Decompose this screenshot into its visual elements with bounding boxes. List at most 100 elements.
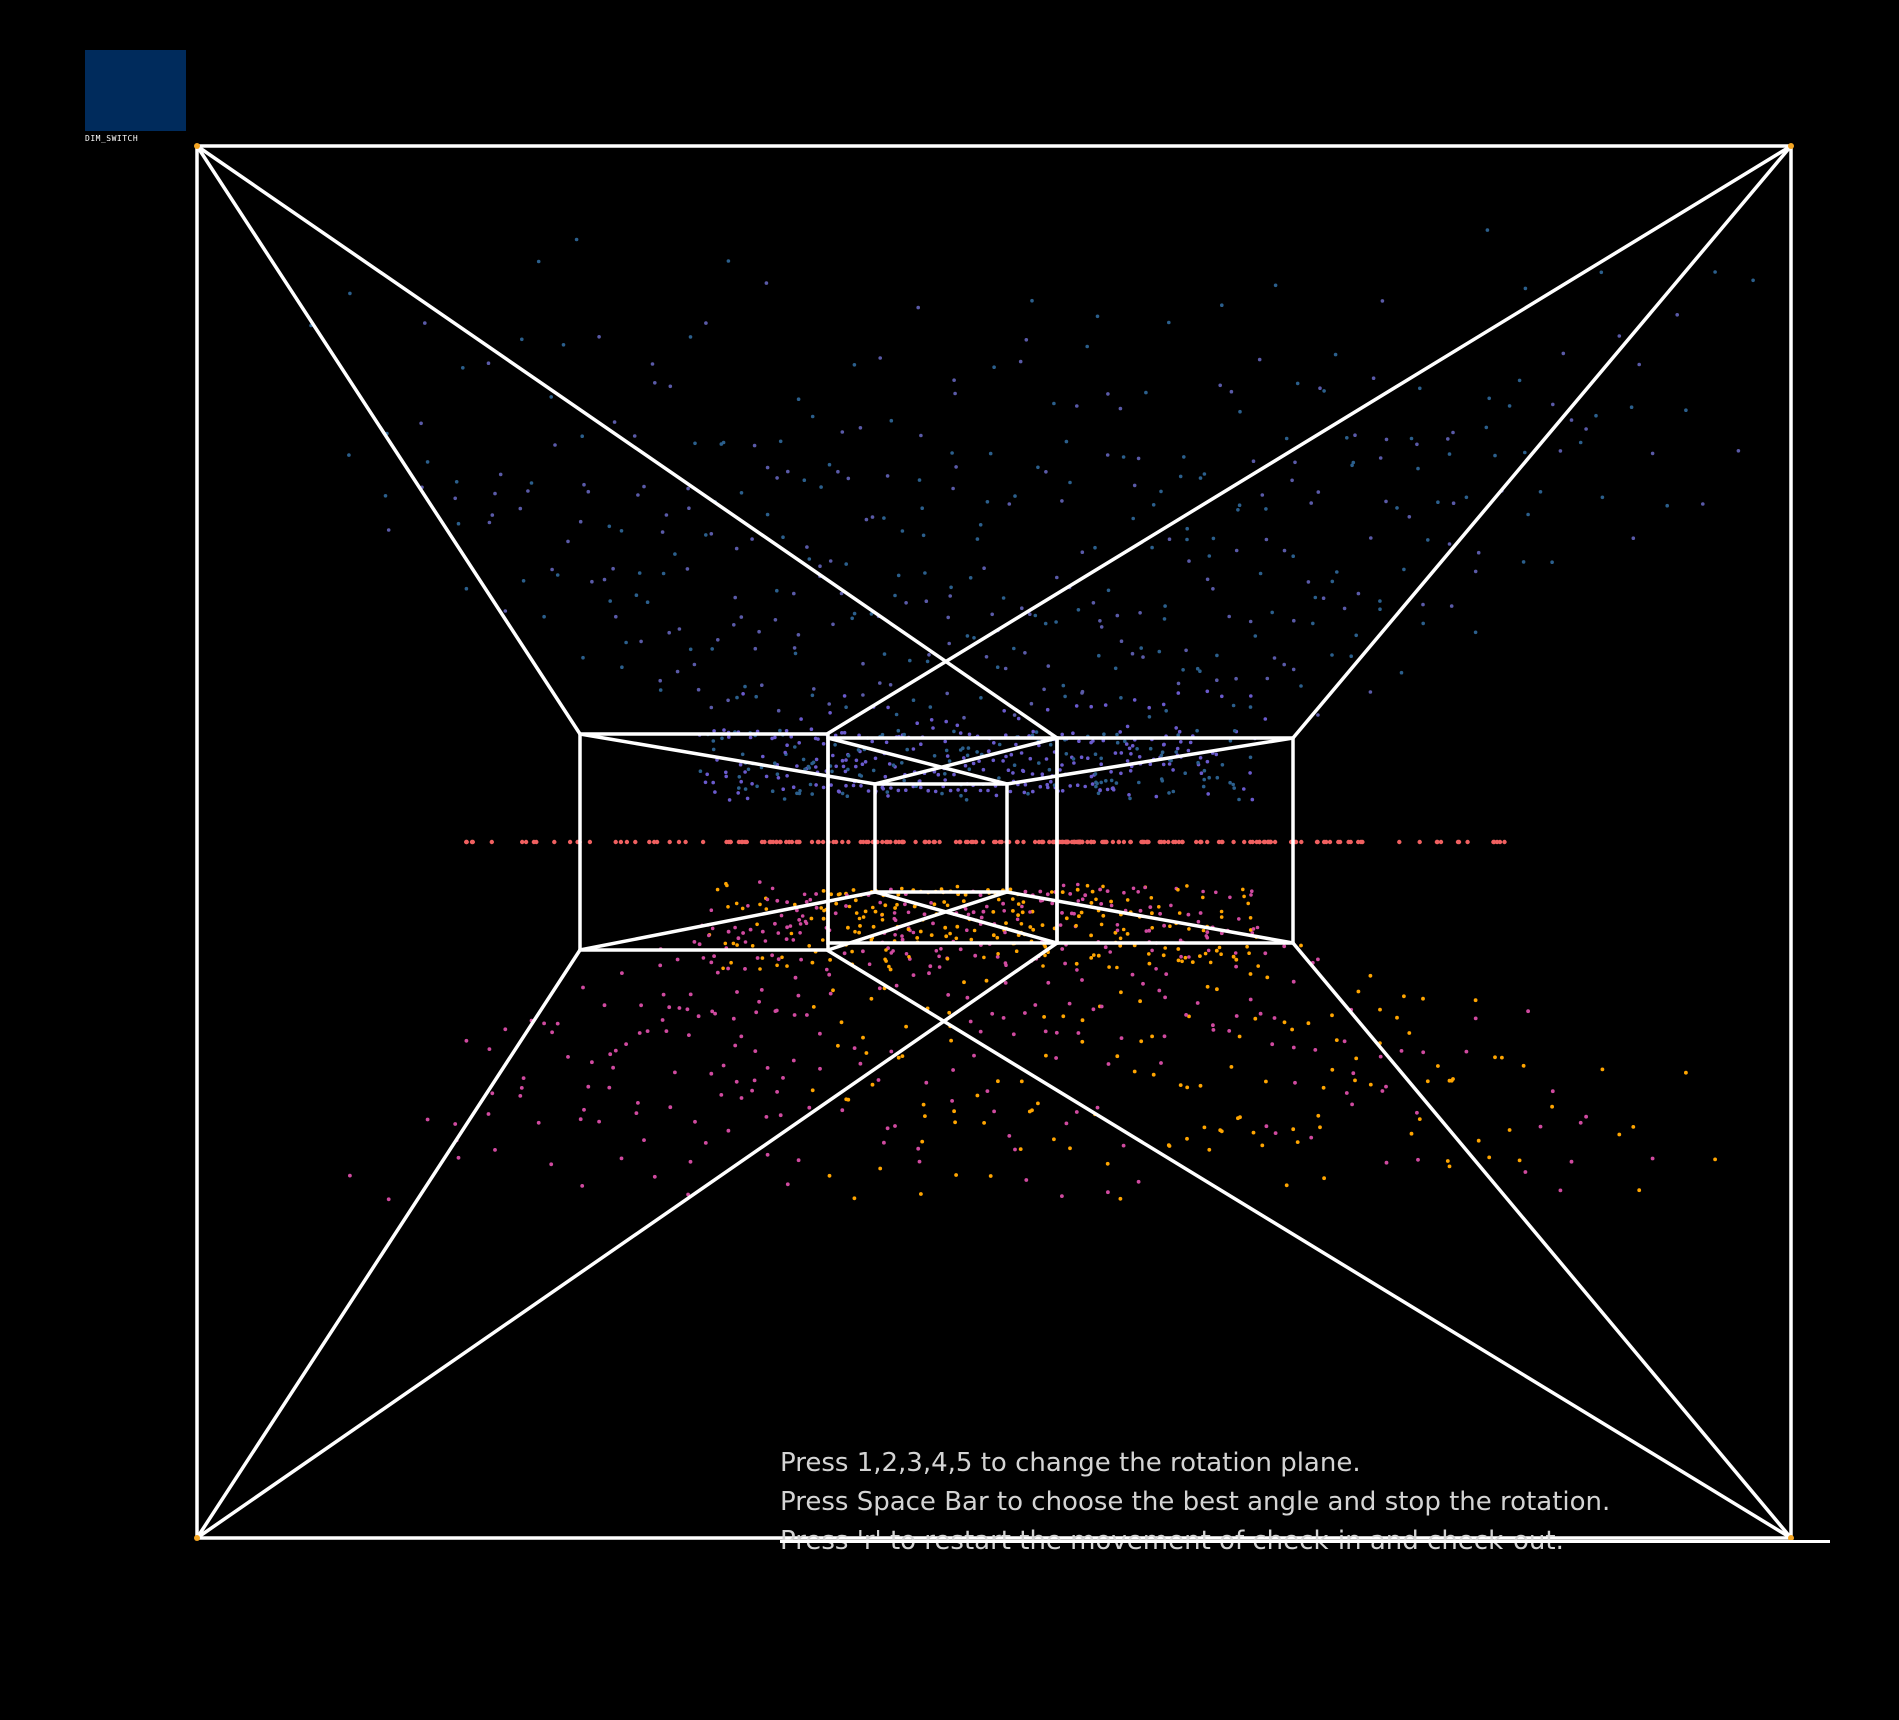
lower-core-point (1028, 910, 1032, 914)
lower-cloud-point (1089, 956, 1093, 960)
upper-core-point (741, 753, 745, 757)
upper-cloud-point (1063, 695, 1067, 699)
center-line-point (796, 840, 800, 844)
dim-switch-button[interactable] (85, 50, 186, 131)
center-line-point (727, 840, 731, 844)
lower-cloud-point (861, 949, 865, 953)
lower-cloud-point (740, 1096, 744, 1100)
upper-cloud-point (1148, 715, 1152, 719)
upper-core-point (1127, 793, 1131, 797)
upper-cloud-point (579, 520, 583, 524)
upper-cloud-point (1292, 619, 1296, 623)
upper-cloud-point (1378, 599, 1382, 603)
upper-cloud-point (735, 547, 739, 551)
lower-cloud-point (579, 1117, 583, 1121)
lower-cloud-point (901, 938, 905, 942)
lower-core-point (955, 937, 959, 941)
upper-cloud-point (781, 535, 785, 539)
upper-cloud-point (844, 758, 848, 762)
upper-cloud-point (387, 528, 391, 532)
lower-cloud-point (815, 906, 819, 910)
upper-cloud-point (1415, 443, 1419, 447)
lower-cloud-point (992, 1110, 996, 1114)
upper-cloud-point (861, 693, 865, 697)
lower-cloud-point (933, 902, 937, 906)
upper-cloud-point (620, 665, 624, 669)
upper-cloud-point (811, 694, 815, 698)
upper-core-point (1242, 787, 1246, 791)
upper-cloud-point (693, 442, 697, 446)
lower-cloud-point (886, 1126, 890, 1130)
upper-cloud-point (735, 696, 739, 700)
upper-cloud-point (1584, 427, 1588, 431)
upper-cloud-point (716, 638, 720, 642)
upper-cloud-point (1234, 677, 1238, 681)
upper-cloud-point (897, 574, 901, 578)
lower-cloud-point (785, 937, 789, 941)
lower-cloud-point (757, 1000, 761, 1004)
upper-core-point (1115, 781, 1119, 785)
lower-cloud-point (1090, 901, 1094, 905)
instruction-line-space-bar: Press Space Bar to choose the best angle… (780, 1483, 1830, 1522)
lower-cloud-point (727, 1129, 731, 1133)
lower-cloud-point (949, 1039, 953, 1043)
lower-core-point (1143, 886, 1147, 890)
upper-core-point (738, 775, 742, 779)
upper-cloud-point (1270, 611, 1274, 615)
lower-core-point (956, 885, 960, 889)
upper-cloud-point (590, 580, 594, 584)
lower-cloud-point (1318, 1125, 1322, 1129)
lower-cloud-point (1212, 1028, 1216, 1032)
center-line-point (816, 840, 820, 844)
lower-cloud-point (1236, 1116, 1240, 1120)
upper-cloud-point (878, 356, 882, 360)
upper-core-point (746, 797, 750, 801)
upper-cloud-point (710, 647, 714, 651)
upper-cloud-point (1002, 596, 1006, 600)
lower-cloud-point (676, 958, 680, 962)
lower-cloud-point (661, 1018, 665, 1022)
upper-cloud-point (1068, 784, 1072, 788)
lower-cloud-point (1299, 944, 1303, 948)
upper-cloud-point (966, 634, 970, 638)
lower-core-point (807, 944, 811, 948)
upper-core-point (892, 763, 896, 767)
upper-cloud-point (1044, 470, 1048, 474)
upper-cloud-point (1076, 783, 1080, 787)
lower-core-point (895, 903, 899, 907)
lower-cloud-point (797, 918, 801, 922)
lower-cloud-point (1617, 1133, 1621, 1137)
upper-cloud-point (1408, 515, 1412, 519)
upper-cloud-point (1261, 493, 1265, 497)
lower-cloud-point (822, 889, 826, 893)
upper-cloud-point (423, 321, 427, 325)
lower-cloud-point (1283, 1020, 1287, 1024)
upper-core-point (831, 754, 835, 758)
upper-core-point (857, 748, 861, 752)
center-line-point (866, 840, 870, 844)
upper-cloud-point (732, 623, 736, 627)
lower-cloud-point (1060, 947, 1064, 951)
upper-cloud-point (504, 609, 508, 613)
upper-core-point (699, 769, 703, 773)
lower-cloud-point (1487, 1156, 1491, 1160)
upper-cloud-point (786, 470, 790, 474)
upper-cloud-point (1042, 688, 1046, 692)
upper-cloud-point (1080, 691, 1084, 695)
lower-cloud-point (814, 892, 818, 896)
upper-cloud-point (923, 571, 927, 575)
lower-cloud-point (1264, 1080, 1268, 1084)
upper-cloud-point (608, 525, 612, 529)
corner-marker (1788, 143, 1794, 149)
upper-cloud-point (1448, 542, 1452, 546)
upper-cloud-point (704, 533, 708, 537)
upper-cloud-point (870, 740, 874, 744)
upper-core-point (933, 754, 937, 758)
center-line-point (937, 840, 941, 844)
upper-cloud-point (919, 742, 923, 746)
upper-cloud-point (889, 683, 893, 687)
upper-core-point (858, 773, 862, 777)
upper-cloud-point (1187, 749, 1191, 753)
lower-core-point (821, 938, 825, 942)
center-line-point (1242, 840, 1246, 844)
